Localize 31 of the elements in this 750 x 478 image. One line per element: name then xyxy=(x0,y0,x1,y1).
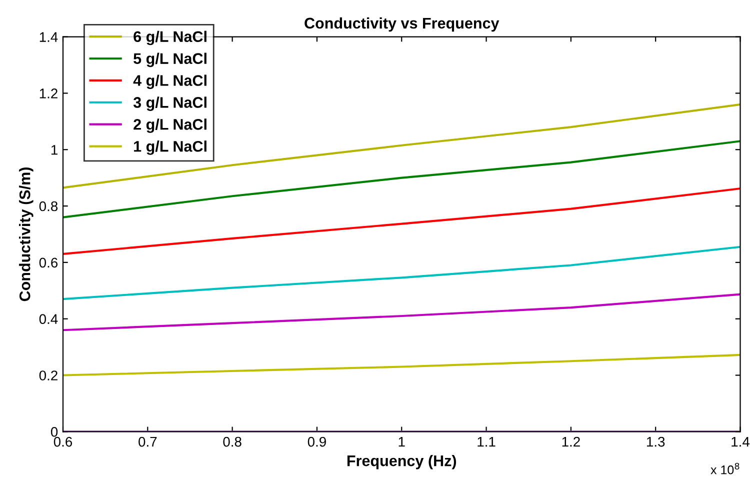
line-series xyxy=(63,246,740,300)
x-axis-title: Frequency (Hz) xyxy=(347,455,456,470)
y-tick-label: 0 xyxy=(50,426,58,437)
y-tick-label: 0.8 xyxy=(39,201,58,212)
x-tick-label: 1.3 xyxy=(647,436,665,447)
chart-title: Conductivity vs Frequency xyxy=(304,17,500,32)
legend-label: 4 g/L NaCl xyxy=(133,74,206,90)
line-series xyxy=(63,354,740,376)
line-series xyxy=(63,187,740,256)
legend-label: 6 g/L NaCl xyxy=(134,30,206,46)
y-tick-label: 1.4 xyxy=(40,32,58,42)
y-tick-label: 0.6 xyxy=(39,258,58,268)
x-tick-label: 1.1 xyxy=(478,437,496,447)
x-tick-label: 0.8 xyxy=(223,436,242,447)
line-series xyxy=(63,293,740,332)
y-tick-label: 1.2 xyxy=(40,88,58,98)
y-tick-label: 0.2 xyxy=(39,370,58,380)
x-tick-label: 0.9 xyxy=(308,436,326,447)
legend-label: 5 g/L NaCl xyxy=(134,52,206,68)
legend-label: 2 g/L NaCl xyxy=(134,118,206,133)
y-tick-label: 1 xyxy=(51,145,58,155)
y-axis-title: Conductivity (S/m) xyxy=(19,168,34,302)
line-series xyxy=(63,140,740,218)
x-tick-label: 0.7 xyxy=(138,436,157,447)
x-tick-label: 1 xyxy=(398,437,405,447)
legend-label: 1 g/L NaCl xyxy=(134,140,206,155)
x-tick-label: 1.2 xyxy=(562,436,580,447)
x-tick-label: 1.4 xyxy=(732,437,750,447)
y-tick-label: 0.4 xyxy=(39,314,58,324)
legend-label: 3 g/L NaCl xyxy=(133,96,206,111)
text: x 10$^{8}$ xyxy=(710,462,740,474)
